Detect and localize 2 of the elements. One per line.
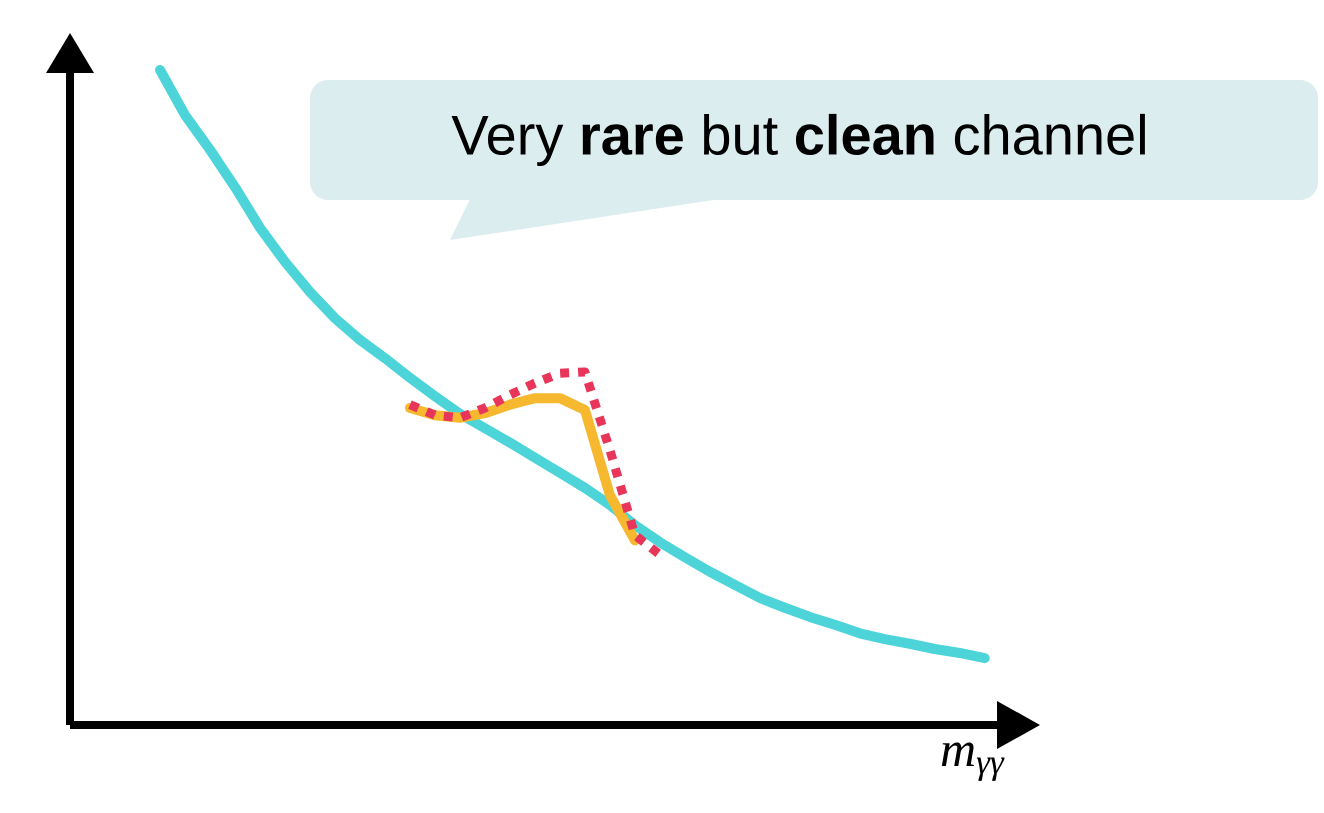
- annotation: Very rare but clean channel: [451, 113, 1145, 167]
- x-axis-title: m$_{γγ}$: [941, 742, 1005, 782]
